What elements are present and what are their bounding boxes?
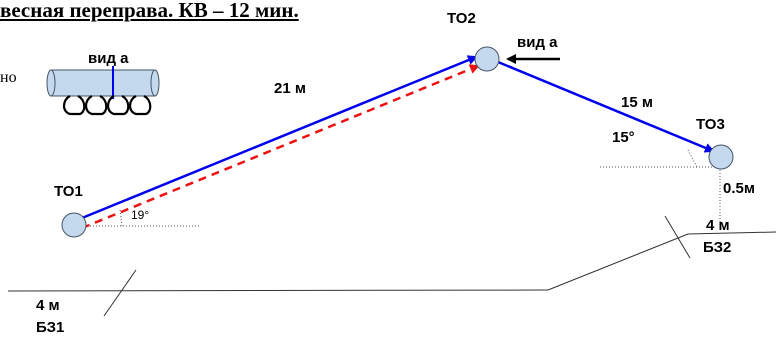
main-rope <box>81 55 478 220</box>
label-to2: ТО2 <box>447 10 476 27</box>
node-to1 <box>61 212 87 238</box>
label-bz2-name: БЗ2 <box>703 239 732 256</box>
label-bz1-dist: 4 м <box>36 297 60 314</box>
label-to3: ТО3 <box>696 116 725 133</box>
label-view-a-inset: вид а <box>88 50 129 67</box>
view-a-inset <box>46 66 160 116</box>
label-len-main: 21 м <box>274 80 306 97</box>
label-to1: ТО1 <box>54 183 83 200</box>
label-view-a-top: вид а <box>517 34 558 51</box>
label-height-to3: 0.5м <box>723 180 755 197</box>
cut-off-text: но <box>0 69 17 86</box>
ground-slope <box>547 233 689 291</box>
label-angle-second: 15° <box>612 129 635 146</box>
page-title: весная переправа. КВ – 12 мин. <box>0 0 299 22</box>
label-bz1-name: БЗ1 <box>36 319 65 336</box>
bz1-marker-line <box>103 269 137 317</box>
bz2-marker-line <box>664 215 691 259</box>
ground-line-right <box>687 231 776 235</box>
label-len-second: 15 м <box>621 94 653 111</box>
ground-line-left <box>7 289 549 292</box>
dashed-rope <box>81 64 480 230</box>
angle-arc-second <box>687 149 698 168</box>
label-bz2-dist: 4 м <box>706 217 730 234</box>
node-to3 <box>708 144 734 170</box>
node-to2 <box>474 46 500 72</box>
second-rope <box>497 60 715 153</box>
label-angle-main: 19° <box>131 208 150 222</box>
